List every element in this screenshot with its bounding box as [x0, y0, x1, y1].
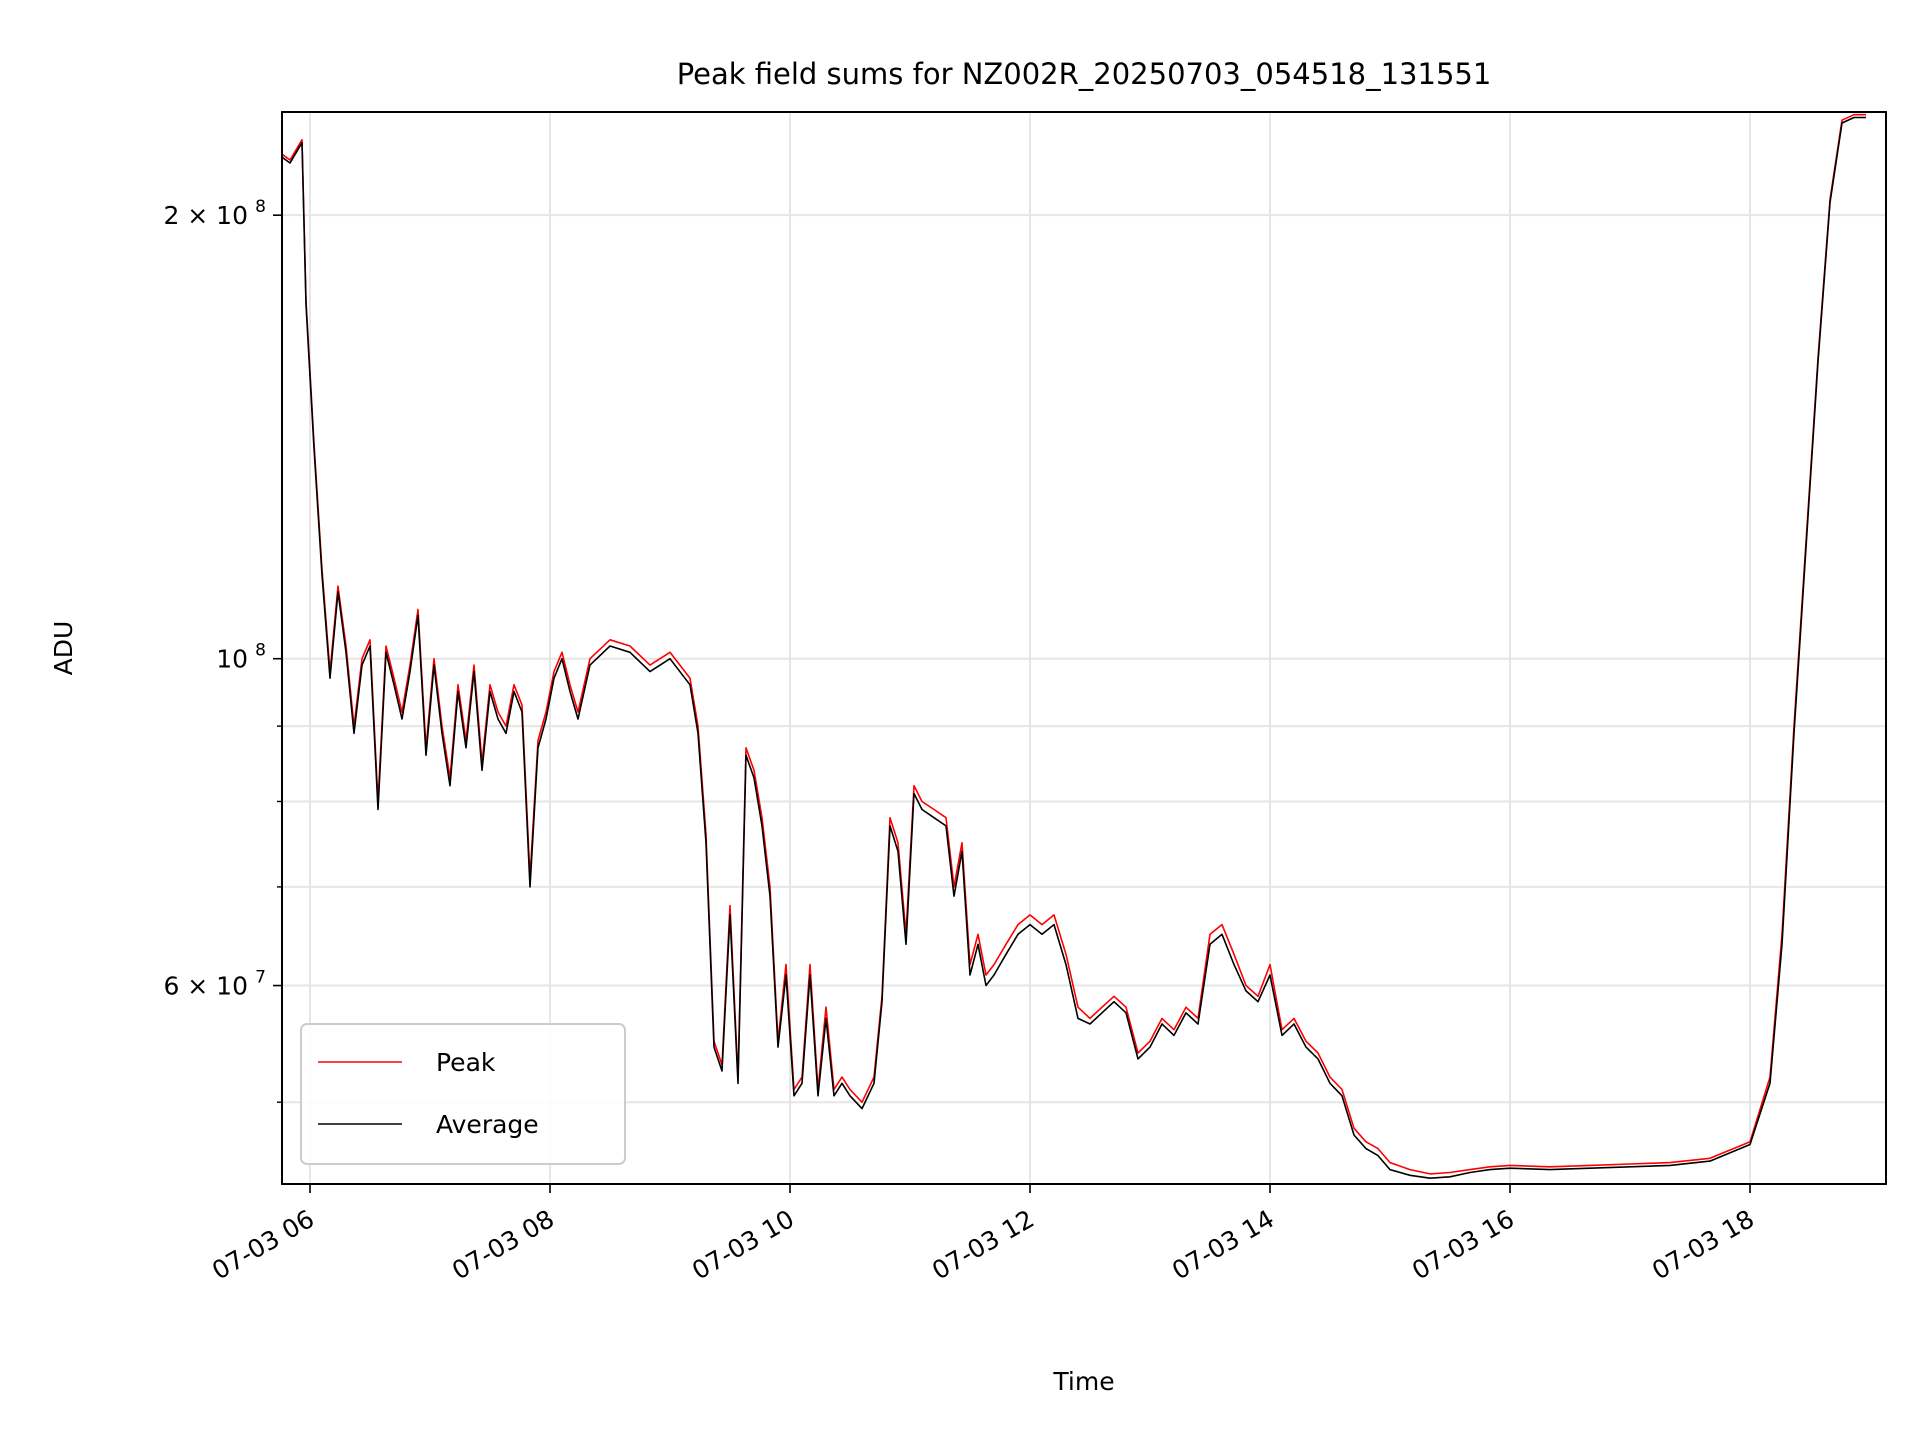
x-axis-label: Time: [1052, 1367, 1114, 1396]
legend-label-average: Average: [436, 1110, 539, 1139]
y-tick-base: 10: [216, 645, 248, 674]
y-tick-exponent: 8: [255, 197, 266, 217]
y-tick-label: 2 × 10: [163, 201, 248, 230]
y-tick-base: 2 × 10: [163, 201, 248, 230]
series-layer: [281, 113, 1866, 1179]
legend-label-peak: Peak: [436, 1048, 496, 1077]
series-average-line: [281, 116, 1866, 1179]
y-tick-exponent: 8: [255, 641, 266, 661]
plot-frame: [281, 111, 1887, 1185]
legend: Peak Average: [300, 1023, 626, 1165]
y-tick-exponent: 7: [255, 968, 266, 988]
y-tick-label: 10: [216, 645, 248, 674]
legend-box: [300, 1023, 626, 1165]
chart-title: Peak field sums for NZ002R_20250703_0545…: [677, 57, 1492, 91]
y-tick-label: 6 × 10: [163, 972, 248, 1001]
y-axis-label: ADU: [49, 621, 78, 676]
y-tick-base: 6 × 10: [163, 972, 248, 1001]
